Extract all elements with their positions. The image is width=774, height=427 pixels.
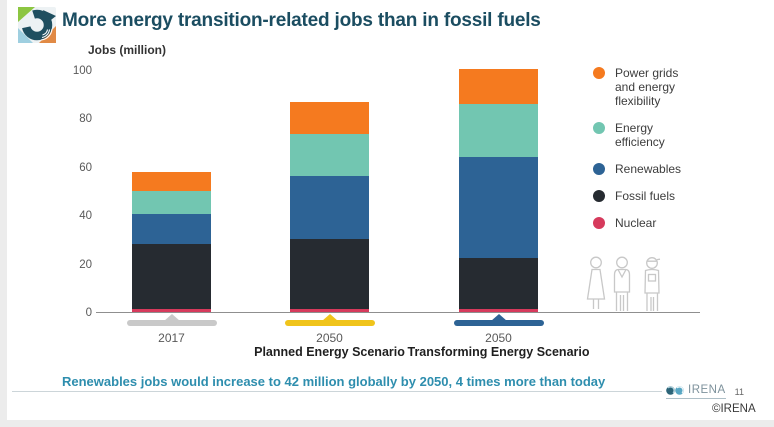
page-title: More energy transition-related jobs than… bbox=[62, 10, 541, 31]
legend-color-dot bbox=[593, 163, 605, 175]
y-tick-label: 0 bbox=[85, 307, 92, 319]
irena-app-logo-icon bbox=[18, 7, 56, 43]
category-marker-arrow bbox=[490, 313, 507, 321]
category-marker-arrow bbox=[163, 313, 180, 321]
bar-segment-power-grids-and-energy-flexibility bbox=[132, 172, 211, 191]
category-label: 2017 bbox=[77, 331, 267, 345]
legend-color-dot bbox=[593, 122, 605, 134]
bar-segment-energy-efficiency bbox=[132, 190, 211, 214]
callout-text: Renewables jobs would increase to 42 mil… bbox=[62, 374, 606, 389]
y-tick-label: 20 bbox=[79, 258, 92, 271]
category-marker-platform bbox=[126, 320, 217, 326]
legend-color-dot bbox=[593, 67, 605, 79]
bar-segment-nuclear bbox=[459, 309, 538, 313]
bar-segment-power-grids-and-energy-flexibility bbox=[459, 69, 538, 105]
y-tick-label: 80 bbox=[79, 113, 92, 125]
bar-segment-renewables bbox=[459, 156, 538, 259]
category-year: 2050 bbox=[485, 331, 512, 345]
category-marker-arrow bbox=[321, 313, 338, 321]
footer-brand: IRENA 11 bbox=[666, 384, 744, 399]
slide-page-number: 11 bbox=[734, 386, 744, 397]
category-year: 2050 bbox=[316, 331, 343, 345]
legend-item-fossil-fuels: Fossil fuels bbox=[593, 189, 768, 203]
y-axis-title: Jobs (million) bbox=[88, 43, 166, 57]
footer-brand-block: IRENA bbox=[666, 384, 726, 399]
y-tick-label: 100 bbox=[72, 64, 92, 77]
legend-item-energy: Energy efficiency bbox=[593, 121, 768, 149]
bar-segment-energy-efficiency bbox=[459, 104, 538, 157]
category-year: 2017 bbox=[158, 331, 185, 345]
legend-color-dot bbox=[593, 190, 605, 202]
category-label: 2050 Transforming Energy Scenario bbox=[404, 331, 594, 359]
legend-label: Fossil fuels bbox=[615, 189, 676, 203]
y-tick-label: 40 bbox=[79, 210, 92, 222]
irena-globes-icon bbox=[666, 385, 684, 395]
legend-label: Nuclear bbox=[615, 216, 657, 230]
bar-segment-renewables bbox=[290, 175, 369, 240]
bar-segment-renewables bbox=[132, 213, 211, 244]
category-label: 2050 Planned Energy Scenario bbox=[235, 331, 425, 359]
legend-label: Renewables bbox=[615, 162, 682, 176]
category-scenario: Planned Energy Scenario bbox=[254, 345, 405, 359]
legend-color-dot bbox=[593, 217, 605, 229]
category-marker-platform bbox=[284, 320, 375, 326]
bar-segment-nuclear bbox=[290, 309, 369, 313]
category-scenario: Transforming Energy Scenario bbox=[407, 345, 590, 359]
legend-item-renewables: Renewables bbox=[593, 162, 768, 176]
bar-segment-power-grids-and-energy-flexibility bbox=[290, 102, 369, 134]
legend-label: Energy efficiency bbox=[615, 121, 665, 149]
bar-segment-fossil-fuels bbox=[132, 243, 211, 310]
footer-brand-name: IRENA bbox=[688, 384, 726, 396]
copyright-label: ©IRENA bbox=[712, 403, 756, 415]
chart-legend: Power grids and energy flexibility Energy… bbox=[593, 66, 768, 230]
slide: More energy transition-related jobs than… bbox=[7, 0, 774, 420]
legend-label: Power grids and energy flexibility bbox=[615, 66, 679, 108]
footer-divider bbox=[12, 391, 662, 392]
legend-item-nuclear: Nuclear bbox=[593, 216, 768, 230]
bar-segment-energy-efficiency bbox=[290, 133, 369, 176]
x-axis-line bbox=[96, 312, 700, 314]
bar-segment-fossil-fuels bbox=[290, 239, 369, 310]
legend-item-power-grids: Power grids and energy flexibility bbox=[593, 66, 768, 108]
category-marker-platform bbox=[453, 320, 544, 326]
bar-segment-fossil-fuels bbox=[459, 258, 538, 310]
workers-illustration-icon bbox=[586, 256, 661, 311]
y-tick-label: 60 bbox=[79, 161, 92, 174]
bar-segment-nuclear bbox=[132, 309, 211, 313]
